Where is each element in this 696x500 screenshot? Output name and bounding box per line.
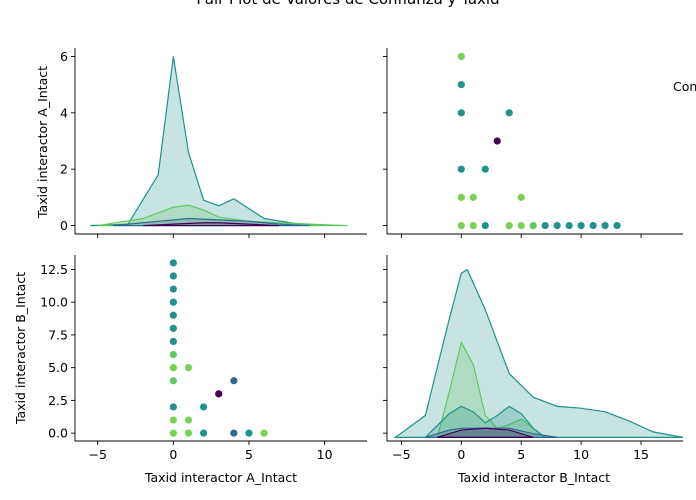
scatter-point-16 [541, 221, 549, 230]
scatter-point-11 [469, 221, 477, 230]
scatter-point-10 [169, 377, 177, 385]
x-tick-label: 15 [633, 447, 649, 462]
x-tick-label: −5 [392, 447, 410, 462]
scatter-point-15 [529, 221, 537, 230]
x-tick-label: 0 [457, 447, 465, 462]
kde-series-1 [97, 204, 348, 227]
scatter-point-5 [457, 165, 465, 173]
scatter-panel-a-vs-b: 0.0 2.5 5.0 7.5 10.0 12.5 −5 0 5 10 [40, 255, 367, 462]
scatter-panel-b-vs-a [383, 48, 683, 238]
x-tick-label: 5 [517, 447, 525, 462]
scatter-point-17 [169, 429, 177, 437]
kde-series-3 [143, 222, 280, 227]
scatter-point-3 [505, 109, 513, 117]
scatter-point-2 [169, 285, 177, 293]
scatter-point-8 [169, 364, 177, 372]
scatter-point-7 [169, 350, 177, 359]
scatter-point-10 [457, 221, 465, 230]
scatter-point-19 [200, 429, 208, 437]
scatter-point-13 [169, 403, 177, 411]
x-tick-label: 10 [573, 447, 589, 462]
scatter-point-14 [200, 403, 208, 411]
scatter-point-3 [169, 298, 177, 306]
scatter-point-19 [577, 221, 585, 230]
scatter-point-20 [230, 429, 238, 437]
legend-title: Con [673, 79, 696, 94]
scatter-point-4 [493, 137, 501, 145]
scatter-point-14 [517, 221, 525, 230]
kde-panel-a: 0 2 4 6 [60, 48, 367, 238]
x-tick-label: −5 [88, 447, 106, 462]
y-tick-label: 10.0 [40, 295, 68, 310]
y-tick-label: 12.5 [40, 262, 68, 277]
x-tick-label: 10 [317, 447, 333, 462]
scatter-point-6 [481, 165, 489, 173]
scatter-point-7 [457, 193, 465, 201]
scatter-point-18 [565, 221, 573, 230]
scatter-point-0 [169, 259, 177, 267]
scatter-point-20 [589, 221, 597, 230]
kde-panel-b: −5 0 5 10 15 [383, 255, 684, 462]
scatter-point-22 [260, 429, 268, 437]
scatter-point-1 [169, 272, 177, 280]
kde-series-0 [393, 268, 684, 438]
scatter-point-11 [230, 377, 238, 385]
scatter-point-5 [169, 324, 177, 332]
x-axis-label-a: Taxid interactor A_Intact [144, 470, 297, 485]
scatter-point-0 [457, 52, 465, 61]
y-tick-label: 5.0 [48, 360, 68, 375]
scatter-point-13 [505, 221, 513, 230]
kde-series-2 [112, 217, 310, 227]
kde-series-0 [90, 56, 318, 227]
scatter-point-15 [169, 416, 177, 424]
scatter-point-2 [457, 109, 465, 117]
scatter-point-22 [613, 221, 621, 230]
scatter-point-21 [601, 221, 609, 230]
y-tick-label: 0 [60, 218, 68, 233]
scatter-point-8 [469, 193, 477, 201]
scatter-point-12 [481, 221, 489, 230]
x-tick-label: 0 [169, 447, 177, 462]
kde-series-4 [437, 427, 534, 438]
scatter-point-9 [517, 193, 525, 201]
y-tick-label: 6 [60, 49, 68, 64]
y-tick-label: 7.5 [48, 327, 68, 342]
y-tick-label: 0.0 [48, 426, 68, 441]
scatter-point-16 [184, 416, 193, 424]
scatter-point-9 [184, 364, 193, 372]
y-tick-label: 4 [60, 105, 68, 120]
scatter-point-1 [457, 81, 465, 89]
y-tick-label: 2.5 [48, 393, 68, 408]
scatter-point-17 [553, 221, 561, 230]
scatter-point-12 [215, 390, 223, 398]
y-tick-label: 2 [60, 162, 68, 177]
y-axis-label-a: Taxid interactor A_Intact [35, 66, 50, 219]
chart-title: Pair Plot de Valores de Confianza y Taxi… [196, 0, 499, 8]
scatter-point-6 [169, 337, 177, 346]
y-axis-label-b: Taxid interactor B_Intact [13, 272, 28, 425]
x-axis-label-b: Taxid interactor B_Intact [457, 470, 610, 485]
x-tick-label: 5 [245, 447, 253, 462]
scatter-point-4 [169, 311, 177, 319]
scatter-point-21 [245, 429, 253, 437]
scatter-point-18 [184, 429, 193, 437]
